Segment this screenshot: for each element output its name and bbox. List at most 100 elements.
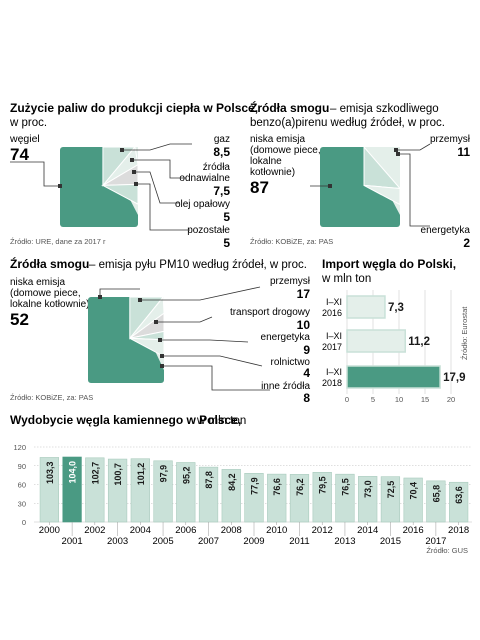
mining-chart-subtitle: w mln ton xyxy=(196,415,246,427)
import-xtick-3: 15 xyxy=(421,395,429,404)
mining-ytick-2: 60 xyxy=(18,481,26,490)
fuel-renewable-value: 7,5 xyxy=(213,184,230,198)
bap-industry-value: 11 xyxy=(457,145,470,159)
pm10-transport-label: transport drogowy xyxy=(230,307,310,318)
fuel-source: Źródło: URE, dane za 2017 r xyxy=(10,237,106,246)
mining-year-label-2: 2002 xyxy=(84,525,105,536)
bap-energy-label: energetyka xyxy=(421,225,471,236)
mining-bar-value-12: 79,5 xyxy=(318,476,328,494)
bap-low-label-1: niska emisja xyxy=(250,134,305,145)
import-bar-value-0: 7,3 xyxy=(388,302,404,314)
import-cat-label-0-b: 2016 xyxy=(322,308,342,318)
fuel-oil-label: olej opałowy xyxy=(175,199,230,210)
pm10-pie-leader-dot-0 xyxy=(98,295,102,299)
mining-ytick-3: 90 xyxy=(18,462,26,471)
fuel-pie-leader-1 xyxy=(122,143,192,151)
import-bar-2 xyxy=(346,365,441,389)
mining-bar-value-10: 76,6 xyxy=(272,478,282,496)
mining-year-label-15: 2015 xyxy=(380,536,401,547)
pm10-transport-value: 10 xyxy=(297,318,311,332)
mining-ytick-0: 0 xyxy=(22,518,26,527)
pm10-low-label-2: (domowe piece, xyxy=(10,288,81,299)
import-cat-label-1-a: I–XI xyxy=(326,331,342,341)
fuel-pie-leader-3 xyxy=(134,171,180,204)
import-xtick-4: 20 xyxy=(447,395,455,404)
pm10-low-label-1: niska emisja xyxy=(10,277,65,288)
pm10-pie-leader-1 xyxy=(140,286,261,301)
mining-bar-value-0: 103,3 xyxy=(45,461,55,484)
pm10-pie-leader-5 xyxy=(162,365,270,391)
pm10-pie-leader-dot-4 xyxy=(160,354,164,358)
bap-pie-leader-2 xyxy=(398,153,430,227)
mining-year-label-11: 2011 xyxy=(289,536,309,547)
bap-low-label-3: lokalne xyxy=(250,156,282,167)
mining-bar-value-5: 97,9 xyxy=(159,465,169,483)
mining-bar-value-17: 65,8 xyxy=(431,485,441,503)
pm10-pie-leader-dot-3 xyxy=(158,338,162,342)
bap-chart-subtitle-1: – emisja szkodliwego xyxy=(330,103,439,115)
mining-bar-value-1: 104,0 xyxy=(68,461,78,484)
import-cat-label-2-a: I–XI xyxy=(326,367,342,377)
pm10-pie-slice-5 xyxy=(129,337,165,358)
fuel-pie-leader-dot-0 xyxy=(58,184,62,188)
mining-bar-value-2: 102,7 xyxy=(90,462,100,485)
mining-bar-value-3: 100,7 xyxy=(113,463,123,486)
fuel-other-value: 5 xyxy=(223,236,230,250)
pm10-source: Źródło: KOBiZE, za: PAS xyxy=(10,393,93,402)
bap-industry-label: przemysł xyxy=(430,134,471,145)
fuel-pie-leader-4 xyxy=(136,183,190,231)
pm10-low-label-3: lokalne kotłownie) xyxy=(10,299,90,310)
pm10-agri-label: rolnictwo xyxy=(271,357,311,368)
mining-chart-title: Wydobycie węgla kamiennego w Polsce, xyxy=(10,413,241,427)
mining-bar-value-4: 101,2 xyxy=(136,463,146,486)
fuel-pie-leader-2 xyxy=(132,159,186,179)
fuel-pie-leader-dot-2 xyxy=(130,158,134,162)
pm10-other-value: 8 xyxy=(303,391,310,405)
import-cat-label-1-b: 2017 xyxy=(322,342,342,352)
bap-low-label-2: (domowe piece, xyxy=(250,145,321,156)
pm10-pie-leader-dot-5 xyxy=(160,364,164,368)
fuel-renewable-label-1: źródła xyxy=(203,162,231,173)
mining-year-label-4: 2004 xyxy=(130,525,151,536)
bap-source: Źródło: KOBiZE, za: PAS xyxy=(250,237,333,246)
mining-bar-value-15: 72,5 xyxy=(386,481,396,499)
pm10-other-label: inne źródła xyxy=(261,381,310,392)
import-xtick-0: 0 xyxy=(345,395,349,404)
bap-pie-slice-2 xyxy=(363,184,401,206)
mining-ytick-4: 120 xyxy=(13,443,26,452)
mining-bar-value-8: 84,2 xyxy=(227,473,237,491)
pm10-energy-label: energetyka xyxy=(261,332,311,343)
mining-bar-value-7: 87,8 xyxy=(204,471,214,489)
pm10-pie-leader-3 xyxy=(160,339,249,343)
chart-marks: 0 5 10 15 207,3I–XI201611,2I–XI201717,9I–XI2… xyxy=(10,143,472,547)
import-cat-label-2-b: 2018 xyxy=(322,378,342,388)
mining-bar-value-6: 95,2 xyxy=(181,467,191,485)
pm10-pie-leader-dot-1 xyxy=(138,298,142,302)
mining-year-label-13: 2013 xyxy=(334,536,355,547)
pm10-pie-leader-4 xyxy=(162,355,263,367)
mining-year-label-7: 2007 xyxy=(198,536,219,547)
fuel-pie-slice-4 xyxy=(101,183,139,205)
mining-year-label-14: 2014 xyxy=(357,525,378,536)
fuel-chart-subtitle: w proc. xyxy=(9,117,47,129)
bap-pie-leader-dot-2 xyxy=(396,152,400,156)
pm10-chart-subtitle: – emisja pyłu PM10 według źródeł, w proc… xyxy=(89,259,307,271)
pm10-industry-value: 17 xyxy=(297,287,311,301)
import-bar-value-1: 11,2 xyxy=(408,336,430,348)
pm10-industry-label: przemysł xyxy=(270,276,311,287)
bap-energy-value: 2 xyxy=(463,236,470,250)
fuel-gas-label: gaz xyxy=(214,134,230,145)
mining-year-label-17: 2017 xyxy=(425,536,446,547)
pm10-low-value: 52 xyxy=(10,310,29,329)
fuel-oil-value: 5 xyxy=(223,210,230,224)
import-chart-subtitle: w mln ton xyxy=(321,273,371,285)
bap-low-label-4: kotłownie) xyxy=(250,167,295,178)
fuel-pie-leader-0 xyxy=(10,161,60,187)
mining-year-label-6: 2006 xyxy=(175,525,196,536)
pm10-pie-leader-dot-2 xyxy=(154,320,158,324)
fuel-pie-leader-dot-3 xyxy=(132,170,136,174)
mining-bar-value-14: 73,0 xyxy=(363,480,373,498)
bap-pie-leader-dot-0 xyxy=(328,184,332,188)
import-bar-value-2: 17,9 xyxy=(443,372,465,384)
